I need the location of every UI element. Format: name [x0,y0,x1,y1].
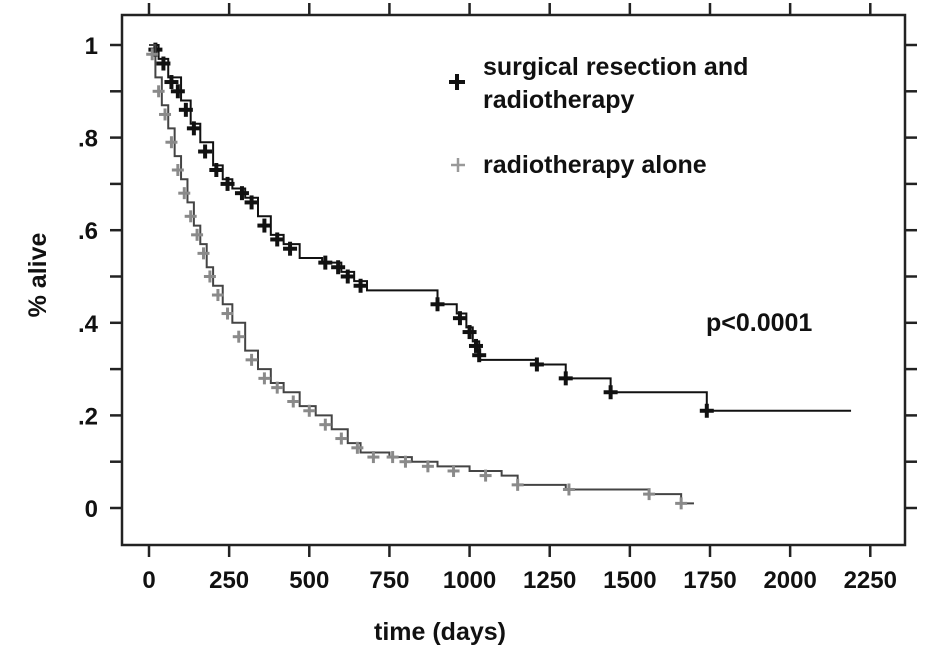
censor-mark [340,269,355,284]
censor-mark [386,451,399,464]
legend-label-radiotherapy: radiotherapy alone [483,151,707,179]
censor-mark [335,432,348,445]
censor-mark [234,186,249,201]
censor-mark [643,488,656,501]
y-tick-label: 0 [85,496,98,523]
censor-mark [331,260,346,275]
censor-mark [351,441,364,454]
y-axis-label: % alive [24,233,52,318]
y-tick-label: .6 [78,218,98,245]
p-value-annotation: p<0.0001 [706,309,812,337]
censor-mark [257,218,272,233]
y-tick-label: .8 [78,126,98,153]
censor-mark [447,464,460,477]
censor-mark [184,210,197,223]
censor-mark [164,75,179,90]
legend-label-surgical-line1: surgical resection and [483,53,748,81]
censor-mark [287,395,300,408]
censor-mark [558,371,573,386]
censor-mark [511,478,524,491]
censor-mark [197,247,210,260]
censor-mark [186,121,201,136]
y-tick-label: .2 [78,403,98,430]
x-tick-label: 1750 [683,567,736,594]
censor-mark [529,357,544,372]
censor-mark [472,348,487,363]
censor-mark [178,187,191,200]
censor-mark [318,255,333,270]
censor-mark [170,84,185,99]
censor-mark [165,136,178,149]
censor-mark [699,403,714,418]
plot-frame [120,13,907,547]
x-tick-label: 1250 [523,567,576,594]
censor-mark [562,483,575,496]
censor-mark [319,418,332,431]
censor-mark [209,163,224,178]
legend-marker-radiotherapy [451,158,465,172]
survival-step-line [149,44,852,412]
y-tick-label: .4 [78,311,99,338]
censor-mark [421,460,434,473]
censor-mark [221,307,234,320]
censor-mark [171,164,184,177]
censor-mark [303,404,316,417]
x-tick-label: 2250 [844,567,897,594]
x-tick-label: 0 [142,567,155,594]
series-group [146,42,852,510]
censor-mark [603,385,618,400]
censor-mark [367,451,380,464]
legend: surgical resection and radiotherapy radi… [449,53,748,179]
censor-mark [452,311,467,326]
censor-mark [203,270,216,283]
censor-mark [211,289,224,302]
censor-mark [156,56,171,71]
censor-mark [191,228,204,241]
axis-ticks [110,3,917,557]
censor-mark [152,85,165,98]
x-tick-labels: 0 250 500 750 1000 1250 1500 1750 2000 2250 [142,567,897,594]
legend-label-surgical-line2: radiotherapy [483,86,635,114]
censor-mark [271,381,284,394]
censor-mark [270,232,285,247]
censor-mark [399,455,412,468]
series-radiotherapy-alone [146,44,694,510]
x-tick-label: 1000 [443,567,496,594]
censor-mark [283,241,298,256]
legend-marker-surgical [449,74,465,90]
censor-mark [146,48,159,61]
censor-mark [220,176,235,191]
x-tick-label: 750 [369,567,409,594]
x-tick-label: 500 [289,567,329,594]
censor-mark [353,278,368,293]
censor-mark [244,195,259,210]
y-tick-label: 1 [85,33,98,60]
censor-mark [178,102,193,117]
censor-mark [258,372,271,385]
x-tick-label: 250 [209,567,249,594]
censor-mark [479,469,492,482]
x-tick-label: 1500 [603,567,656,594]
x-tick-label: 2000 [763,567,816,594]
x-axis-label: time (days) [374,618,506,646]
censor-mark [430,297,445,312]
censor-mark [468,338,483,353]
censor-mark [675,497,688,510]
censor-mark [159,108,172,121]
censor-mark [232,330,245,343]
y-tick-labels: 0 .2 .4 .6 .8 1 [78,33,99,523]
censor-mark [198,144,213,159]
censor-mark [462,325,477,340]
censor-mark [245,353,258,366]
